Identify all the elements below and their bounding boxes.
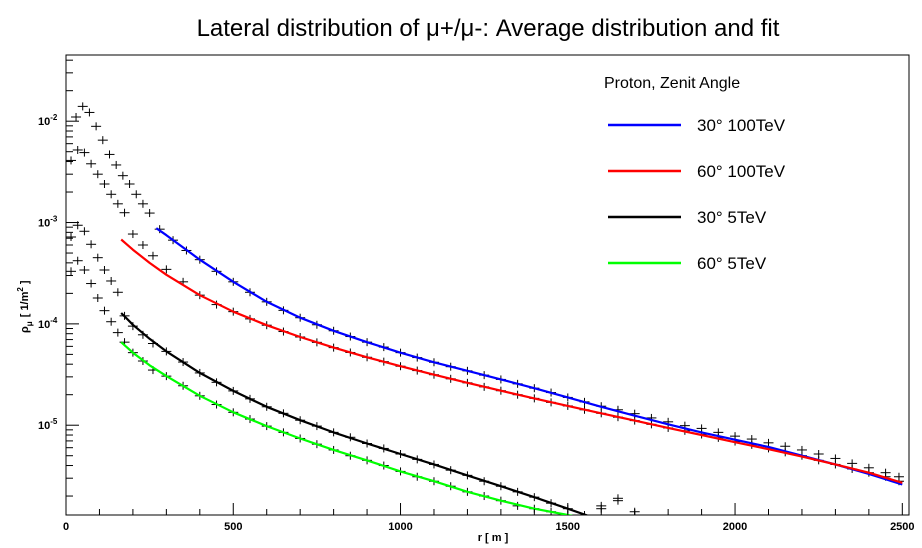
data-point xyxy=(161,265,172,274)
y-tick-label-base: 10 xyxy=(38,218,50,230)
data-point xyxy=(111,160,122,169)
legend-label-3: 60° 5TeV xyxy=(697,254,767,273)
y-axis-title-sub: μ xyxy=(25,321,34,326)
y-axis-title-unit: [ 1/m xyxy=(19,291,31,317)
svg-text:ρμ[ 1/m2 ]: ρμ [ 1/m2 ] xyxy=(16,280,34,333)
plot-area xyxy=(66,102,904,515)
data-point xyxy=(119,208,130,217)
data-point xyxy=(86,240,97,249)
y-tick-label: 10-3 xyxy=(38,215,58,230)
data-point xyxy=(584,514,586,515)
data-point xyxy=(137,199,148,208)
data-point xyxy=(106,190,117,199)
y-tick-label-base: 10 xyxy=(38,116,50,128)
data-point xyxy=(127,230,138,239)
data-point xyxy=(92,294,103,303)
data-point xyxy=(72,145,83,154)
data-point xyxy=(137,241,148,250)
x-axis-title: r [ m ] xyxy=(478,532,509,544)
data-point xyxy=(104,150,115,159)
data-point xyxy=(66,156,77,165)
y-axis-title-sup: 2 xyxy=(16,287,25,292)
data-point xyxy=(147,251,158,260)
chart-title: Lateral distribution of μ+/μ-: Average d… xyxy=(197,15,780,42)
x-tick-label: 1500 xyxy=(556,521,580,533)
y-tick-label-base: 10 xyxy=(38,319,50,331)
data-point xyxy=(106,317,117,326)
y-axis-title-rho: ρ xyxy=(19,326,31,333)
data-point xyxy=(99,180,110,189)
data-point xyxy=(77,102,88,111)
data-point xyxy=(99,306,110,315)
data-point xyxy=(124,180,135,189)
data-point xyxy=(84,108,95,117)
x-tick-label: 0 xyxy=(63,521,69,533)
y-tick-label-base: 10 xyxy=(38,420,50,432)
data-point xyxy=(79,148,90,157)
data-point xyxy=(79,227,90,236)
y-tick-label-exp: -2 xyxy=(50,113,58,122)
data-point xyxy=(86,279,97,288)
data-point xyxy=(66,267,77,276)
x-tick-label: 2000 xyxy=(723,521,747,533)
legend: Proton, Zenit Angle 30° 100TeV 60° 100TeV… xyxy=(604,75,786,273)
x-tick-label: 1000 xyxy=(388,521,412,533)
data-point xyxy=(112,199,123,208)
x-tick-label: 500 xyxy=(224,521,242,533)
data-point xyxy=(131,190,142,199)
legend-label-0: 30° 100TeV xyxy=(697,116,786,135)
data-point xyxy=(97,136,108,145)
data-point xyxy=(112,328,123,337)
data-point xyxy=(79,266,90,275)
fit-line-0 xyxy=(155,227,903,486)
data-point xyxy=(144,209,155,218)
data-point xyxy=(106,276,117,285)
fit-line-3 xyxy=(120,341,574,515)
y-tick-label-exp: -5 xyxy=(50,417,58,426)
data-point xyxy=(66,232,77,241)
y-tick-label: 10-5 xyxy=(38,417,58,432)
data-point xyxy=(112,288,123,297)
legend-label-1: 60° 100TeV xyxy=(697,162,786,181)
y-tick-label: 10-2 xyxy=(38,113,58,128)
data-point xyxy=(71,113,82,122)
data-point xyxy=(579,511,590,515)
x-tick-label: 2500 xyxy=(890,521,914,533)
data-point xyxy=(92,170,103,179)
y-axis-title-close: ] xyxy=(19,280,31,287)
legend-header: Proton, Zenit Angle xyxy=(604,75,740,92)
y-axis-title: ρμ [ 1/m2 ] xyxy=(16,280,34,333)
data-point xyxy=(99,266,110,275)
data-point xyxy=(612,496,623,505)
data-point xyxy=(86,159,97,168)
y-tick-label-exp: -4 xyxy=(50,316,58,325)
legend-label-2: 30° 5TeV xyxy=(697,208,767,227)
data-point xyxy=(72,256,83,265)
y-axis: 10-510-410-310-2 xyxy=(38,59,79,497)
data-point xyxy=(91,122,102,131)
plot-frame xyxy=(65,54,910,516)
fit-line-2 xyxy=(120,312,590,515)
fit-line-1 xyxy=(120,238,903,484)
y-tick-label: 10-4 xyxy=(38,316,58,331)
y-tick-label-exp: -3 xyxy=(50,215,58,224)
data-point xyxy=(117,171,128,180)
x-axis: 0 500 1000 1500 2000 2500 xyxy=(63,503,915,533)
data-point xyxy=(92,253,103,262)
